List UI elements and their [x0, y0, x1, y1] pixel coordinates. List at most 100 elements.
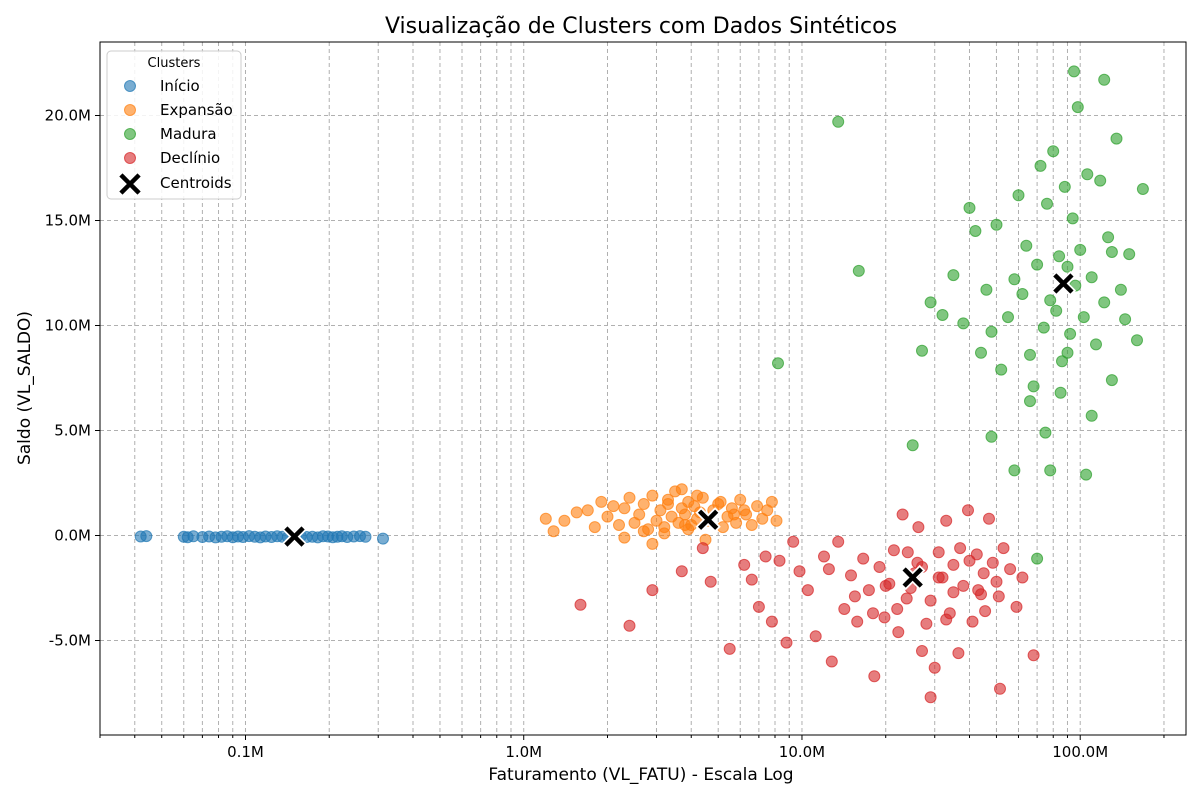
point-declinio — [574, 598, 587, 611]
point-expansao — [633, 508, 646, 521]
point-declinio — [966, 615, 979, 628]
point-declinio — [868, 670, 881, 683]
point-expansao — [728, 508, 740, 521]
point-declinio — [787, 535, 800, 548]
point-madura — [957, 317, 970, 330]
point-madura — [1037, 321, 1050, 334]
legend-label-inicio: Início — [160, 77, 200, 95]
point-expansao — [734, 493, 747, 506]
point-declinio — [932, 546, 945, 559]
point-expansao — [662, 498, 674, 510]
point-declinio — [928, 661, 941, 674]
point-declinio — [773, 554, 786, 567]
point-madura — [1071, 101, 1084, 114]
point-declinio — [873, 561, 886, 573]
point-madura — [1031, 552, 1044, 565]
point-declinio — [924, 594, 937, 607]
point-declinio — [887, 544, 900, 557]
point-expansao — [751, 500, 764, 513]
point-declinio — [1004, 563, 1017, 576]
legend-marker-centroids — [119, 173, 141, 195]
point-madura — [1012, 189, 1025, 202]
point-madura — [1041, 197, 1053, 210]
point-madura — [963, 201, 976, 214]
point-madura — [1098, 296, 1111, 309]
legend-marker-madura — [124, 128, 136, 140]
plot-frame — [99, 41, 1187, 736]
point-madura — [1056, 355, 1068, 368]
point-declinio — [979, 605, 992, 618]
legend-title: Clusters — [148, 56, 201, 71]
point-expansao — [650, 514, 663, 527]
point-madura — [1061, 260, 1074, 273]
point-declinio — [891, 603, 904, 615]
centroid-cross — [284, 526, 305, 547]
point-madura — [1090, 338, 1102, 351]
point-declinio — [957, 579, 970, 592]
point-madura — [1044, 464, 1057, 477]
point-madura — [1094, 174, 1107, 187]
point-madura — [1114, 283, 1127, 296]
point-declinio — [879, 579, 892, 592]
point-declinio — [738, 558, 751, 571]
point-expansao — [613, 519, 625, 531]
centroid-cross — [697, 509, 719, 530]
point-expansao — [570, 506, 583, 519]
point-expansao — [679, 508, 691, 521]
point-madura — [1105, 246, 1118, 258]
point-declinio — [983, 512, 995, 525]
centroid-marker — [281, 523, 308, 550]
point-expansao — [558, 514, 571, 527]
point-expansao — [607, 500, 620, 513]
point-declinio — [793, 565, 806, 578]
point-declinio — [752, 600, 765, 613]
point-declinio — [963, 554, 976, 567]
point-madura — [1066, 212, 1079, 225]
point-declinio — [994, 682, 1006, 695]
point-madura — [1002, 311, 1014, 324]
point-expansao — [539, 512, 552, 525]
point-expansao — [646, 489, 659, 502]
point-declinio — [838, 603, 851, 615]
point-declinio — [992, 590, 1005, 603]
point-madura — [852, 264, 865, 277]
point-declinio — [801, 584, 814, 597]
point-declinio — [818, 550, 830, 563]
point-declinio — [947, 586, 960, 599]
point-expansao — [714, 495, 727, 508]
point-declinio — [1016, 571, 1029, 584]
point-madura — [1047, 145, 1060, 158]
point-declinio — [924, 691, 937, 704]
point-expansao — [765, 495, 778, 508]
point-declinio — [809, 630, 822, 643]
point-madura — [985, 430, 998, 443]
point-expansao — [547, 525, 560, 538]
point-expansao — [588, 521, 601, 534]
x-tick-label: 1.0M — [505, 743, 542, 761]
chart-title: Visualização de Clusters com Dados Sinté… — [385, 14, 897, 39]
data-points — [134, 65, 1149, 704]
centroid-markers — [281, 270, 1077, 591]
point-declinio — [825, 655, 838, 668]
point-expansao — [658, 527, 671, 540]
point-declinio — [851, 615, 864, 628]
point-expansao — [637, 525, 650, 538]
point-declinio — [848, 590, 861, 603]
x-tick-label: 10.0M — [779, 743, 825, 761]
point-madura — [969, 225, 982, 237]
point-madura — [1058, 180, 1071, 193]
point-expansao — [738, 504, 751, 517]
point-madura — [1074, 243, 1087, 256]
legend: Clusters Início Expansão Madura Declínio… — [106, 50, 242, 200]
point-expansao — [601, 510, 614, 523]
point-madura — [1098, 73, 1111, 86]
point-declinio — [896, 508, 909, 521]
point-expansao — [581, 504, 594, 517]
x-tick-label: 0.1M — [227, 743, 264, 761]
legend-box — [106, 50, 242, 200]
point-declinio — [745, 573, 758, 586]
point-declinio — [986, 556, 999, 569]
point-declinio — [977, 567, 990, 580]
point-expansao — [646, 537, 659, 550]
point-madura — [1050, 304, 1063, 317]
